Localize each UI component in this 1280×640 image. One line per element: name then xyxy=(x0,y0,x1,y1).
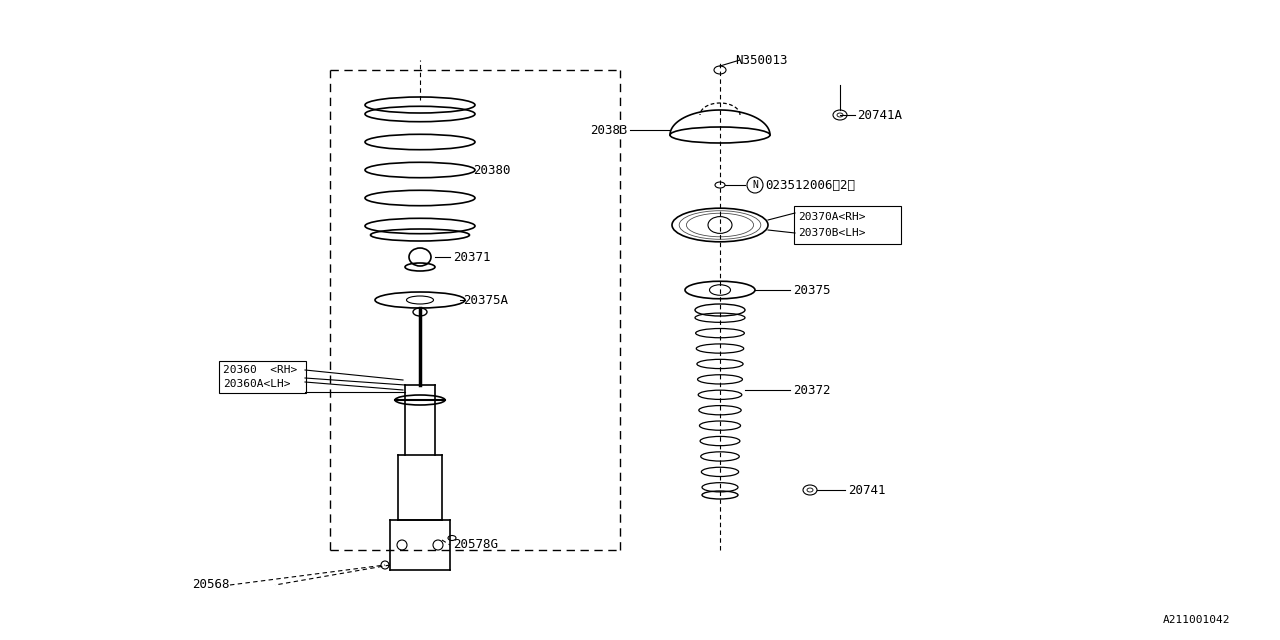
Text: 20741A: 20741A xyxy=(858,109,902,122)
Text: 20375A: 20375A xyxy=(463,294,508,307)
FancyBboxPatch shape xyxy=(794,206,901,244)
Text: 20568: 20568 xyxy=(192,579,230,591)
Text: N: N xyxy=(753,180,758,190)
Text: 20360A<LH>: 20360A<LH> xyxy=(223,379,291,389)
FancyBboxPatch shape xyxy=(219,361,306,393)
Text: 20371: 20371 xyxy=(453,250,490,264)
Text: A211001042: A211001042 xyxy=(1162,615,1230,625)
Text: 20372: 20372 xyxy=(794,383,831,397)
Text: 20370B<LH>: 20370B<LH> xyxy=(797,228,865,238)
Text: 20578G: 20578G xyxy=(453,538,498,552)
Text: N350013: N350013 xyxy=(735,54,787,67)
Text: 20380: 20380 xyxy=(474,163,511,177)
Text: 20360  <RH>: 20360 <RH> xyxy=(223,365,297,375)
Text: 20741: 20741 xyxy=(849,483,886,497)
Text: 20375: 20375 xyxy=(794,284,831,296)
Text: 023512006（2）: 023512006（2） xyxy=(765,179,855,191)
Text: 20370A<RH>: 20370A<RH> xyxy=(797,212,865,222)
Text: 20383: 20383 xyxy=(590,124,628,136)
